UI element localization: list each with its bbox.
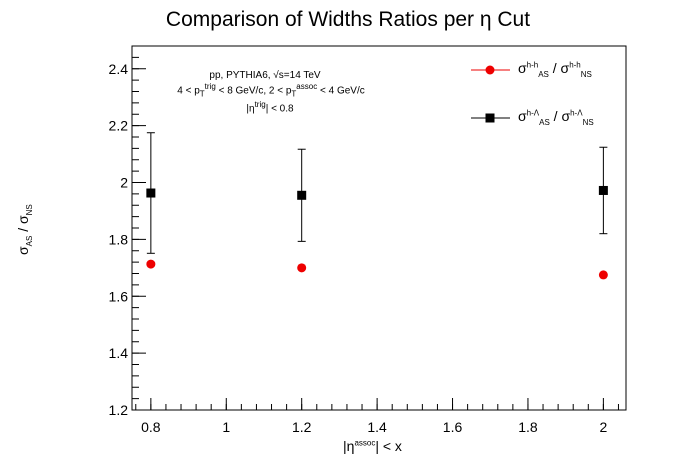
chart-title: Comparison of Widths Ratios per η Cut <box>165 8 531 31</box>
legend-marker-hh <box>485 65 495 75</box>
legend-label-hlambda: σh-ΛAS / σh-ΛNS <box>518 108 594 127</box>
x-tick-label: 1.2 <box>292 419 312 435</box>
x-axis-title: |ηassoc| < x <box>343 438 402 454</box>
x-tick-label: 2 <box>599 419 607 435</box>
y-tick-label: 1.6 <box>109 288 129 304</box>
y-tick-label: 2.4 <box>109 61 129 77</box>
annotation-eta-trig: |ηtrig| < 0.8 <box>246 100 294 115</box>
y-tick-label: 1.4 <box>109 345 129 361</box>
data-point-hh <box>297 263 307 273</box>
x-tick-label: 1.8 <box>518 419 538 435</box>
y-tick-label: 2.2 <box>109 118 129 134</box>
data-point-hh <box>146 259 156 269</box>
x-tick-label: 0.8 <box>141 419 161 435</box>
data-point-hlambda <box>146 188 156 198</box>
data-point-hlambda <box>297 190 307 200</box>
annotation-pt-cuts: 4 < pTtrig < 8 GeV/c, 2 < pTassoc < 4 Ge… <box>177 82 365 99</box>
data-point-hh <box>598 270 608 280</box>
x-tick-label: 1.4 <box>367 419 387 435</box>
y-axis-title: σAS / σNS <box>15 204 34 255</box>
x-tick-label: 1.6 <box>443 419 463 435</box>
legend-label-hh: σh-hAS / σh-hNS <box>518 60 592 79</box>
plot-frame <box>131 45 627 411</box>
y-tick-label: 1.2 <box>109 402 129 418</box>
y-tick-label: 1.8 <box>109 231 129 247</box>
annotation-collision: pp, PYTHIA6, √s=14 TeV <box>209 70 321 81</box>
x-tick-label: 1 <box>222 419 230 435</box>
legend-marker-hlambda <box>485 113 495 123</box>
data-point-hlambda <box>598 185 608 195</box>
y-tick-label: 2 <box>120 175 128 191</box>
